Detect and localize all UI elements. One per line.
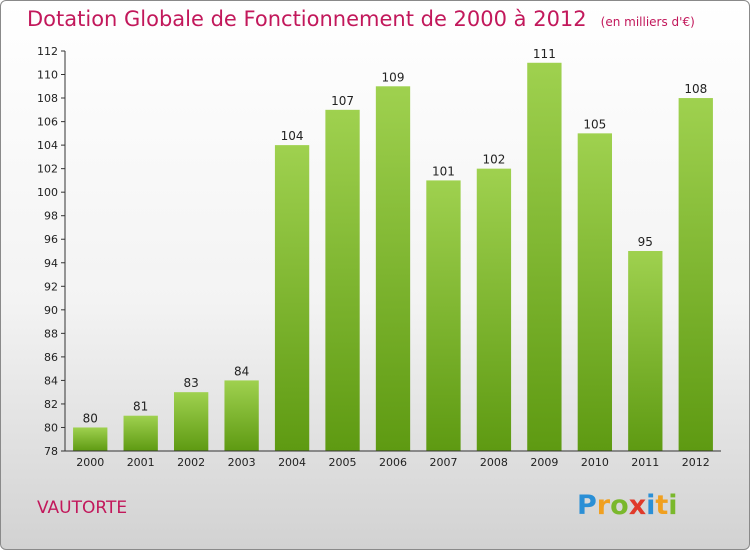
bar: [325, 109, 360, 451]
chart-title: Dotation Globale de Fonctionnement de 20…: [27, 7, 695, 31]
data-label: 84: [234, 364, 249, 378]
data-label: 102: [482, 153, 505, 167]
bar: [274, 145, 310, 451]
logo-letter: i: [668, 490, 678, 521]
bar: [123, 415, 158, 451]
bar: [426, 180, 461, 452]
data-label: 95: [638, 235, 653, 249]
data-label: 109: [382, 70, 405, 84]
y-tick-label: 106: [37, 116, 58, 129]
x-tick-label: 2001: [127, 456, 155, 469]
x-tick-label: 2002: [177, 456, 205, 469]
y-tick-label: 94: [44, 257, 58, 270]
data-label: 101: [432, 164, 455, 178]
data-label: 104: [281, 129, 304, 143]
commune-name: VAUTORTE: [37, 498, 128, 518]
data-label: 81: [133, 400, 148, 414]
title-text: Dotation Globale de Fonctionnement de 20…: [27, 7, 587, 31]
logo-letter: o: [610, 490, 629, 521]
y-axis: 78 80 82 84 86 88 90 92 94 96 98 100 102 104 106 108 110…: [37, 45, 66, 458]
x-tick-label: 2006: [379, 456, 407, 469]
data-label: 111: [533, 47, 556, 61]
y-tick-label: 88: [44, 327, 58, 340]
x-tick-label: 2007: [429, 456, 457, 469]
logo-letter: t: [655, 490, 669, 521]
y-tick-label: 110: [37, 69, 58, 82]
y-tick-label: 82: [44, 398, 58, 411]
y-tick-label: 80: [44, 421, 58, 434]
y-tick-label: 86: [44, 351, 58, 364]
logo-letter: r: [596, 490, 611, 521]
logo-letter: x: [628, 490, 647, 521]
bar: [73, 427, 108, 451]
y-tick-label: 100: [37, 186, 58, 199]
x-tick-label: 2010: [581, 456, 609, 469]
data-label: 107: [331, 94, 354, 108]
x-tick-label: 2011: [631, 456, 659, 469]
y-tick-label: 104: [37, 139, 58, 152]
x-tick-label: 2012: [682, 456, 710, 469]
unit-label: (en milliers d'€): [600, 15, 695, 29]
x-tick-label: 2004: [278, 456, 306, 469]
y-tick-label: 90: [44, 304, 58, 317]
y-tick-label: 98: [44, 210, 58, 223]
x-tick-label: 2000: [76, 456, 104, 469]
data-label: 83: [184, 376, 199, 390]
data-label: 105: [583, 117, 606, 131]
x-tick-label: 2009: [530, 456, 558, 469]
proxiti-logo: Proxiti: [577, 490, 678, 521]
logo-letter: P: [577, 490, 597, 521]
x-tick-label: 2005: [329, 456, 357, 469]
x-tick-label: 2008: [480, 456, 508, 469]
bars: 80 81 83 84 104 107 109 101 102 111 105 95 108: [73, 47, 713, 452]
bar: [577, 133, 613, 451]
y-tick-label: 84: [44, 374, 58, 387]
x-tick-label: 2003: [228, 456, 256, 469]
logo-letter: i: [646, 490, 656, 521]
bar: [375, 86, 411, 451]
data-label: 80: [83, 411, 98, 425]
bar: [173, 392, 209, 451]
y-tick-label: 96: [44, 233, 58, 246]
bar: [224, 380, 259, 451]
bar: [476, 168, 512, 451]
y-tick-label: 108: [37, 92, 58, 105]
y-tick-label: 92: [44, 280, 58, 293]
y-tick-label: 102: [37, 163, 58, 176]
bar: [527, 62, 562, 451]
bar: [628, 251, 663, 451]
y-tick-label: 112: [37, 45, 58, 58]
x-axis: 2000 2001 2002 2003 2004 2005 2006 2007 2008 2009…: [65, 450, 721, 469]
y-tick-label: 78: [44, 445, 58, 458]
data-label: 108: [684, 82, 707, 96]
bar: [678, 98, 713, 451]
